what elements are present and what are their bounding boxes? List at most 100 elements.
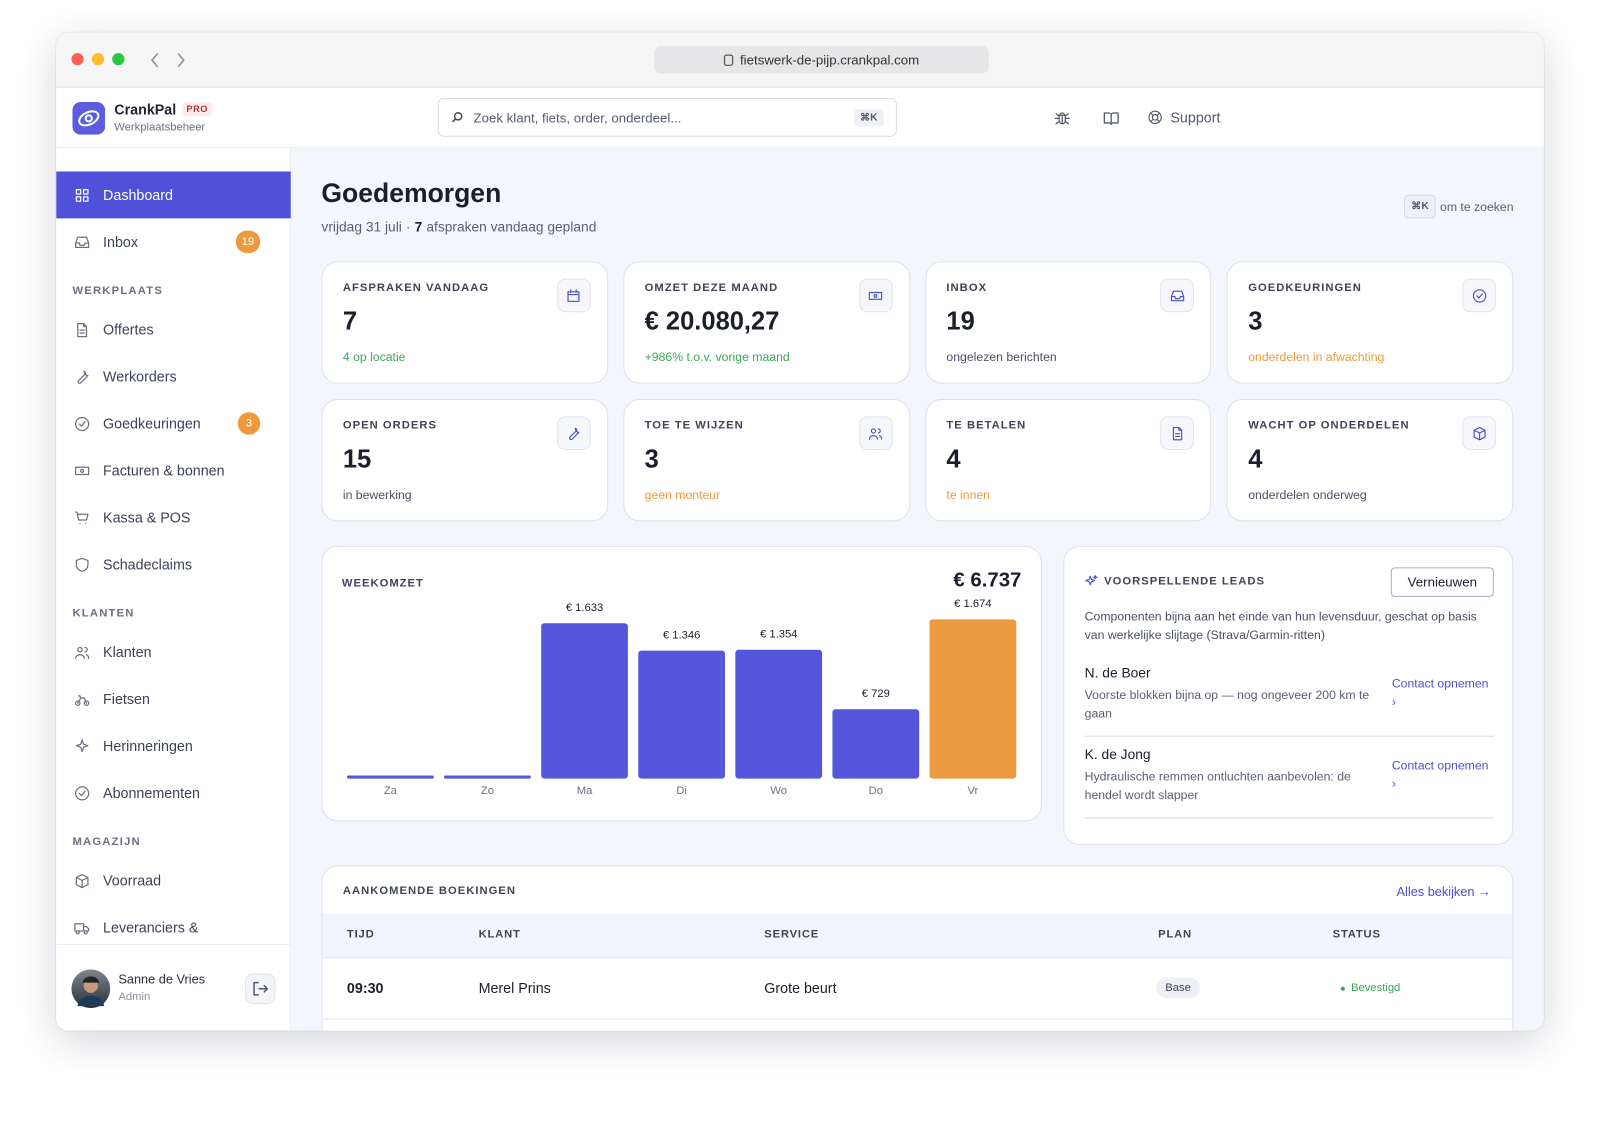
icon-path: [75, 738, 89, 752]
zoom-dot[interactable]: [112, 53, 125, 66]
stat-icon-svg: [1170, 290, 1184, 301]
nav-item[interactable]: Fietsen: [56, 676, 291, 723]
hint-key: ⌘K: [1404, 194, 1436, 219]
nav-label: Voorraad: [103, 872, 162, 889]
icon-path: [75, 873, 89, 888]
nav-item[interactable]: Herinneringen: [56, 722, 291, 769]
close-dot[interactable]: [71, 53, 84, 66]
bar: [347, 775, 434, 779]
nav-label: Fietsen: [103, 690, 150, 708]
nav-item[interactable]: Klanten: [56, 629, 291, 676]
cell-plan: Base: [1156, 977, 1201, 998]
cell-client: Merel Prins: [478, 979, 551, 996]
icon-path: [567, 288, 580, 302]
chart-card: WEEKOMZET € 6.737 Za Zo € 1.633 Ma € 1.346 Di € …: [321, 545, 1042, 822]
lead-link[interactable]: Contact opnemen ›: [1391, 758, 1489, 791]
nav-badge: 3: [237, 412, 261, 435]
bar: [444, 775, 531, 779]
nav-item[interactable]: Voorraad: [56, 857, 291, 904]
page-title: Goedemorgen: [321, 177, 502, 209]
stat-icon-svg: [569, 427, 580, 440]
nav-icon: [75, 646, 90, 659]
stat-card: OMZET DEZE MAAND € 20.080,27 +986% t.o.v. …: [623, 261, 910, 384]
app-header: CrankPal PRO Werkplaatsbeheer Zoek klant,…: [56, 87, 1544, 148]
x-tick-label: Za: [384, 785, 398, 797]
avatar[interactable]: [71, 969, 111, 1009]
bar: [735, 649, 823, 779]
icon-path: [75, 236, 90, 248]
nav-item[interactable]: Kassa & POS: [56, 494, 291, 541]
table-body: 09:30 Merel Prins Grote beurt Base Bevestigd: [322, 958, 1513, 1020]
refresh-button[interactable]: Vernieuwen: [1390, 567, 1494, 597]
bar: [929, 619, 1017, 779]
icon-path: [75, 416, 90, 431]
hint-text: om te zoeken: [1440, 199, 1514, 214]
nav-item[interactable]: Leveranciers &: [56, 904, 291, 944]
stat-note: in bewerking: [342, 487, 412, 503]
search-shortcut: ⌘K: [853, 108, 884, 127]
search-box[interactable]: Zoek klant, fiets, order, onderdeel... ⌘K: [437, 97, 897, 137]
bar: [541, 623, 628, 779]
stat-icon-svg: [1172, 426, 1182, 440]
nav-item[interactable]: Offertes: [56, 306, 291, 353]
minimize-dot[interactable]: [91, 53, 105, 66]
icon-path: [868, 291, 883, 300]
stat-note: ongelezen berichten: [946, 349, 1057, 365]
nav-section-title: KLANTEN: [72, 607, 135, 620]
icon-path: [75, 557, 89, 572]
sparkle-icon: [1085, 575, 1098, 586]
nav-item[interactable]: Dashboard: [56, 171, 291, 219]
stat-value: 3: [1248, 307, 1263, 336]
support-icon: [1148, 110, 1162, 125]
nav-label: Leveranciers &: [103, 919, 199, 936]
date: vrijdag 31 juli: [321, 219, 402, 235]
docs-icon[interactable]: [1102, 109, 1120, 127]
x-tick-label: Wo: [770, 785, 787, 797]
nav-item[interactable]: Facturen & bonnen: [56, 447, 291, 494]
status-dot: [1340, 986, 1345, 991]
address-bar[interactable]: fietswerk-de-pijp.crankpal.com: [654, 45, 989, 74]
stat-value: € 20.080,27: [644, 307, 780, 336]
bar: [832, 709, 920, 779]
cell-status: Bevestigd: [1340, 982, 1400, 994]
support-text: Support: [1170, 109, 1221, 126]
stat-label: TE BETALEN: [946, 419, 1027, 432]
logout-button[interactable]: [244, 973, 276, 1005]
view-all-link[interactable]: Alles bekijken →: [1396, 884, 1491, 899]
nav-icon: [75, 785, 90, 800]
lead-item: N. de Boer Voorste blokken bijna op — nog…: [1084, 655, 1494, 737]
lead-link[interactable]: Contact opnemen ›: [1391, 676, 1489, 710]
sidebar-nav: Dashboard Inbox 19 WERKPLAATS Offertes Werkor…: [56, 171, 291, 943]
nav-section-title: WERKPLAATS: [72, 284, 164, 297]
titlebar: fietswerk-de-pijp.crankpal.com: [56, 32, 1544, 88]
nav-item[interactable]: Abonnementen: [56, 769, 291, 816]
lead-text: Voorste blokken bijna op — nog ongeveer …: [1084, 687, 1370, 721]
bug-icon[interactable]: [1053, 109, 1071, 127]
user-role: Admin: [118, 990, 151, 1004]
lead-text: Hydraulische remmen ontluchten aanbevole…: [1084, 769, 1351, 803]
nav-arrows[interactable]: [148, 52, 189, 68]
nav-item[interactable]: Schadeclaims: [56, 541, 291, 588]
stat-note: geen monteur: [644, 487, 721, 503]
logo[interactable]: [72, 102, 106, 135]
sidebar: Dashboard Inbox 19 WERKPLAATS Offertes Werkor…: [56, 147, 291, 1031]
icon-path: [1472, 288, 1486, 303]
stat-note: onderdelen in afwachting: [1248, 349, 1385, 365]
nav-item[interactable]: Goedkeuringen 3: [56, 400, 291, 447]
stat-value: 4: [946, 444, 961, 474]
support-link[interactable]: Support: [1147, 109, 1221, 126]
search-icon: [452, 112, 463, 123]
nav-item[interactable]: Werkorders: [56, 353, 291, 400]
icon-path: [569, 427, 580, 440]
nav-icon: [75, 188, 89, 202]
cell-service: Grote beurt: [764, 979, 837, 996]
stat-icon: [556, 416, 591, 450]
nav-icon: [74, 922, 90, 934]
stat-value: 7: [342, 307, 358, 336]
nav-label: Werkorders: [103, 368, 177, 385]
stat-icon-svg: [567, 288, 580, 302]
nav-label: Herinneringen: [103, 737, 193, 755]
stat-card: GOEDKEURINGEN 3 onderdelen in afwachting: [1226, 261, 1514, 384]
leads-list: N. de Boer Voorste blokken bijna op — nog…: [1084, 655, 1494, 819]
nav-item[interactable]: Inbox 19: [56, 218, 291, 265]
